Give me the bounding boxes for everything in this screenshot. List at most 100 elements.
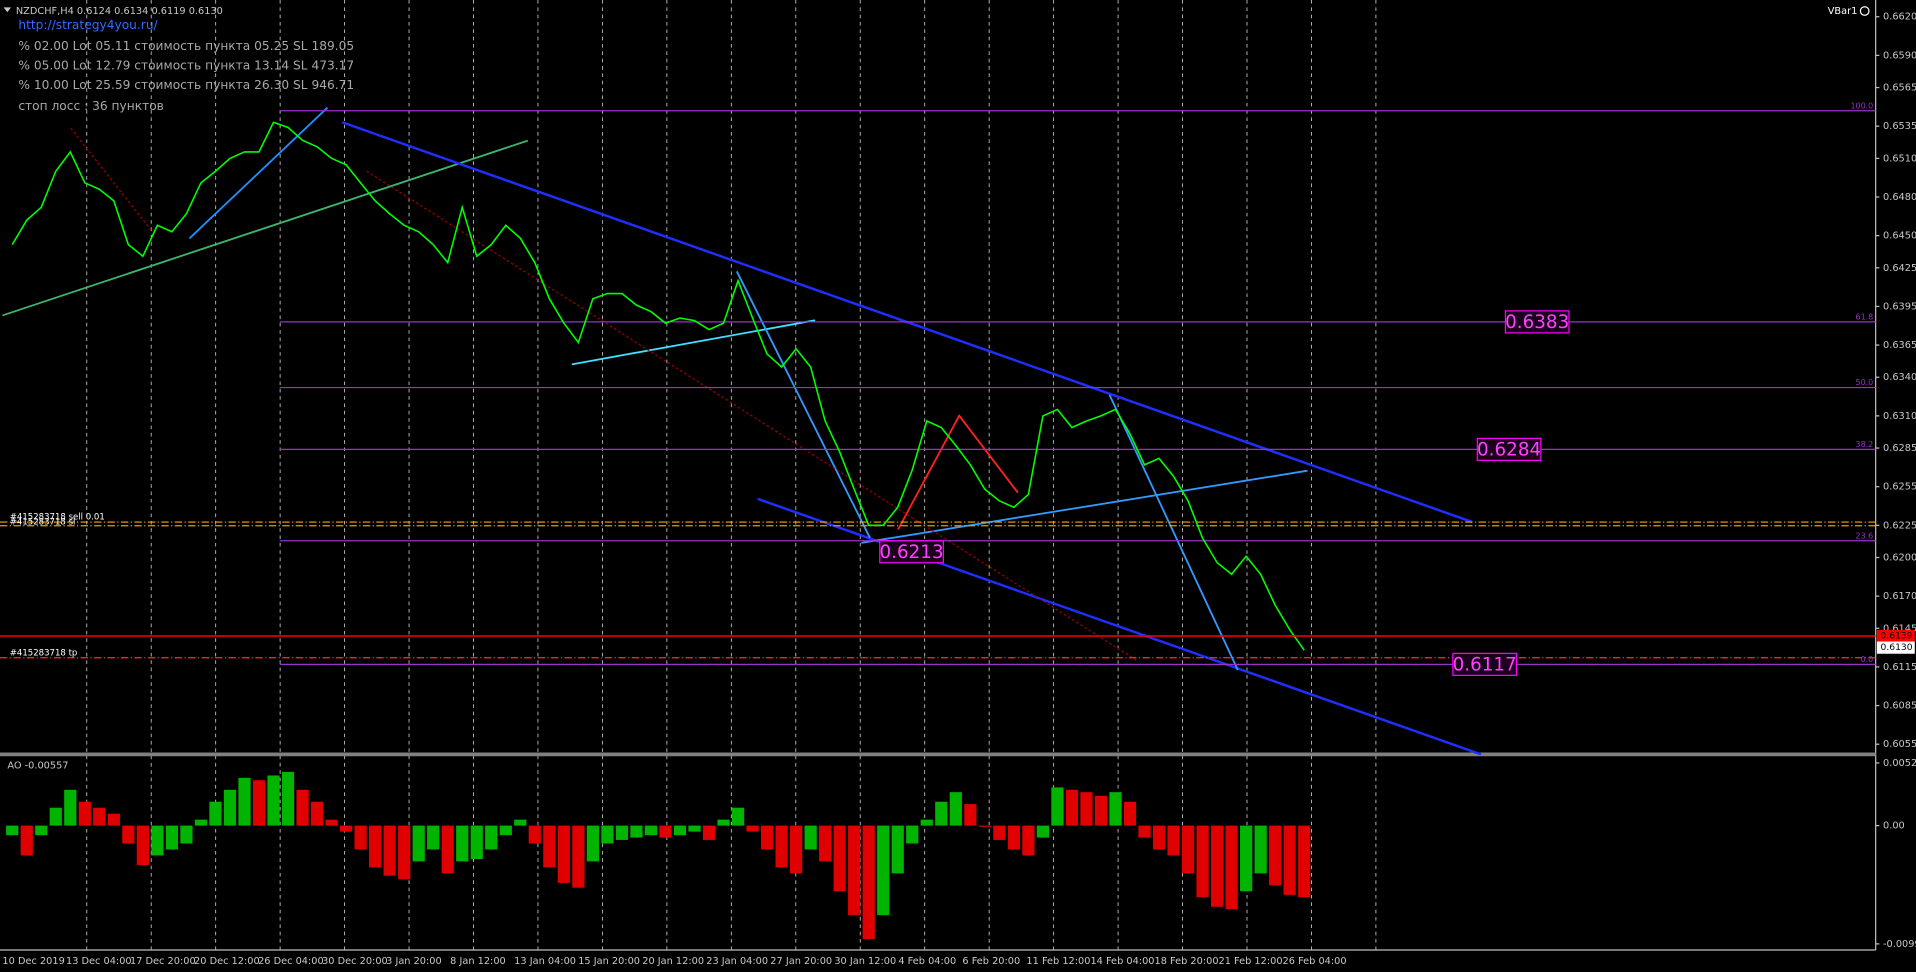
ao-bar [1138, 825, 1151, 838]
link[interactable]: http://strategy4you.ru/ [18, 18, 158, 32]
fib-price-label: 0.6383 [1505, 312, 1569, 333]
ao-bar [383, 825, 396, 876]
y-tick-label: 0.6395 [1883, 301, 1916, 312]
x-tick-label: 13 Jan 04:00 [514, 956, 576, 967]
fib-ratio: 61.8 [1856, 312, 1874, 321]
ao-bar [369, 825, 382, 868]
ao-bar [760, 825, 774, 850]
ao-bar [978, 825, 991, 827]
ao-bar [1022, 825, 1035, 856]
ao-bar [804, 825, 817, 850]
ao-bar [1152, 825, 1166, 850]
stop-label: 0.6139 [1881, 631, 1913, 642]
x-tick-label: 17 Dec 20:00 [130, 956, 196, 967]
y-tick-label: 0.00 [1883, 821, 1905, 832]
ao-bar [514, 819, 527, 826]
ao-bar [731, 807, 745, 826]
ao-bar [456, 825, 469, 862]
trend-line [571, 319, 816, 366]
indicator-close[interactable] [1859, 6, 1870, 16]
ao-bar [136, 825, 149, 865]
current-price-label: 0.6130 [1881, 642, 1913, 653]
ao-bar [1036, 825, 1050, 838]
x-tick-label: 13 Dec 04:00 [66, 956, 132, 967]
x-tick-label: 4 Feb 04:00 [898, 956, 956, 967]
ao-bar [339, 825, 353, 832]
ao-bar [122, 825, 135, 844]
ao-bar [717, 819, 730, 826]
fib-price-label: 0.6284 [1477, 440, 1541, 461]
x-tick-label: 11 Feb 12:00 [1026, 956, 1090, 967]
ao-bar [209, 801, 222, 826]
x-tick-label: 30 Dec 20:00 [322, 956, 388, 967]
ao-bar [1196, 825, 1209, 898]
info-line: % 02.00 Lot 05.11 стоимость пункта 05.25… [18, 39, 354, 53]
x-tick-label: 10 Dec 2019 [2, 956, 64, 967]
info-line: стоп лосс : 36 пунктов [18, 99, 164, 113]
ao-bar [470, 825, 483, 860]
trend-line [2, 139, 529, 317]
y-tick-label: 0.6480 [1883, 192, 1916, 203]
y-tick-label: 0.6145 [1883, 623, 1916, 634]
ao-bar [499, 825, 512, 836]
x-tick-label: 30 Jan 12:00 [834, 956, 896, 967]
ao-bar [790, 825, 803, 874]
x-tick-label: 27 Jan 20:00 [770, 956, 832, 967]
y-tick-label: 0.6170 [1883, 591, 1916, 602]
ao-bar [151, 825, 164, 856]
y-tick-label: 0.6620 [1883, 12, 1916, 23]
ao-bar [949, 792, 962, 826]
ao-bar [673, 825, 687, 836]
ao-bar [6, 825, 19, 836]
zigzag [897, 414, 1019, 530]
menu-triangle[interactable] [3, 7, 11, 13]
ao-bar [1240, 825, 1253, 892]
ao-bar [310, 801, 324, 826]
x-tick-label: 3 Jan 20:00 [386, 956, 442, 967]
ao-bar [1094, 795, 1108, 826]
ao-bar [935, 801, 948, 826]
order-label: #415283718 sl [10, 518, 76, 528]
ao-bar [49, 807, 62, 826]
ao-bar [398, 825, 411, 880]
ao-bar [746, 825, 759, 832]
y-tick-label: 0.6510 [1883, 153, 1916, 164]
y-tick-label: 0.00525 [1883, 758, 1916, 769]
ao-bar [93, 807, 106, 826]
dotted-line [366, 170, 1137, 661]
ao-bar [1123, 801, 1137, 826]
ao-bar [1254, 825, 1267, 874]
x-tick-label: 21 Feb 12:00 [1219, 956, 1283, 967]
trend-line [188, 106, 329, 240]
ao-title: AO -0.00557 [7, 760, 68, 771]
ao-bar [296, 789, 309, 826]
price-line [11, 121, 1305, 651]
ao-bar [920, 819, 933, 826]
ao-bar [180, 825, 193, 844]
ao-bar [194, 819, 208, 826]
ao-bar [64, 789, 77, 826]
ao-bar [644, 825, 658, 836]
ao-bar [1051, 787, 1064, 826]
ao-bar [615, 825, 629, 840]
x-tick-label: 26 Feb 04:00 [1283, 956, 1347, 967]
ao-bar [993, 825, 1006, 840]
ao-bar [543, 825, 556, 868]
ao-bar [1298, 825, 1311, 898]
y-tick-label: 0.6590 [1883, 50, 1916, 61]
y-tick-label: -0.00991 [1883, 939, 1916, 950]
x-tick-label: 8 Jan 12:00 [450, 956, 506, 967]
ao-bar [223, 789, 237, 826]
trend-line [1108, 394, 1239, 671]
indicator-name: VBar1 [1828, 6, 1858, 17]
price-box [879, 540, 944, 564]
trend-line [861, 469, 1308, 544]
ao-bar [833, 825, 846, 892]
y-tick-label: 0.6310 [1883, 411, 1916, 422]
ao-bar [891, 825, 904, 874]
y-tick-label: 0.6425 [1883, 263, 1916, 274]
x-tick-label: 6 Feb 20:00 [962, 956, 1020, 967]
fib-ratio: 100.0 [1851, 101, 1874, 110]
trend-line [736, 271, 871, 539]
